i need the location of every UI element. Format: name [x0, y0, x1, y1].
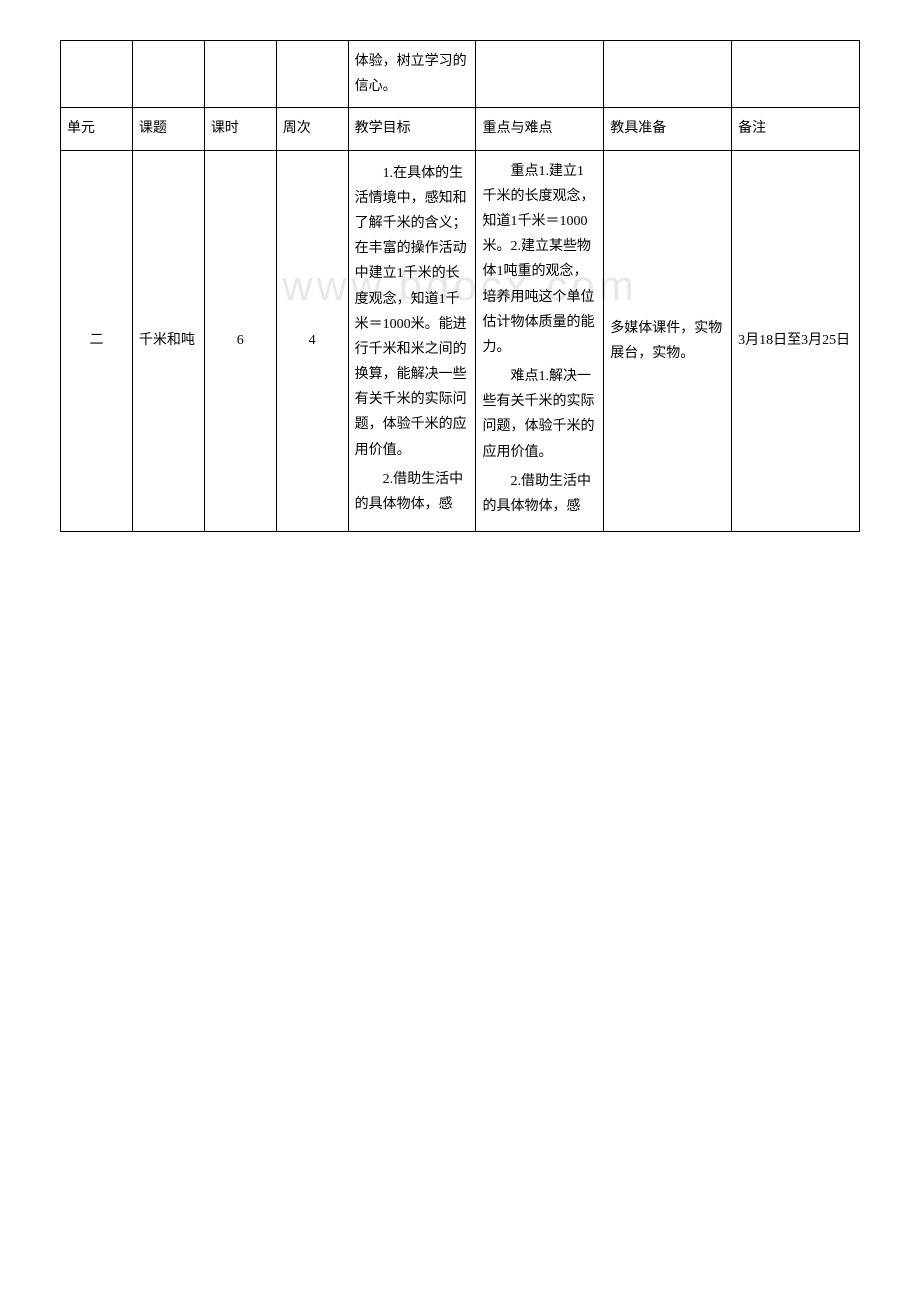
header-materials-label: 教具准备: [610, 121, 666, 136]
spillover-cell-3: [204, 41, 276, 108]
header-hours-label: 课时: [211, 121, 239, 136]
header-notes-label: 备注: [738, 121, 766, 136]
objectives-p1: 1.在具体的生活情境中，感知和了解千米的含义；在丰富的操作活动中建立1千米的长度…: [355, 161, 470, 463]
header-materials: 教具准备: [604, 108, 732, 150]
header-objectives-label: 教学目标: [355, 121, 411, 136]
header-notes: 备注: [732, 108, 860, 150]
content-objectives: 1.在具体的生活情境中，感知和了解千米的含义；在丰富的操作活动中建立1千米的长度…: [348, 150, 476, 532]
curriculum-table: 体验，树立学习的信心。 单元 课题 课时 周次 教学目标 重点与难点 教具准备 …: [60, 40, 860, 532]
spillover-cell-7: [604, 41, 732, 108]
spillover-cell-2: [132, 41, 204, 108]
content-notes-text: 3月18日至3月25日: [738, 333, 850, 348]
spillover-row: 体验，树立学习的信心。: [61, 41, 860, 108]
keypoints-p3: 2.借助生活中的具体物体，感: [482, 469, 597, 519]
header-weeks-label: 周次: [283, 121, 311, 136]
content-row: 二 千米和吨 6 4 1.在具体的生活情境中，感知和了解千米的含义；在丰富的操作…: [61, 150, 860, 532]
content-topic: 千米和吨: [132, 150, 204, 532]
header-keypoints-label: 重点与难点: [482, 121, 552, 136]
spillover-cell-4: [276, 41, 348, 108]
content-notes: 3月18日至3月25日: [732, 150, 860, 532]
content-topic-text: 千米和吨: [139, 333, 195, 348]
table-wrapper: www.bdocx.com 体验，树立学习的信心。 单元 课题: [60, 40, 860, 532]
header-topic: 课题: [132, 108, 204, 150]
header-topic-label: 课题: [139, 121, 167, 136]
header-objectives: 教学目标: [348, 108, 476, 150]
header-keypoints: 重点与难点: [476, 108, 604, 150]
header-unit: 单元: [61, 108, 133, 150]
objectives-p2: 2.借助生活中的具体物体，感: [355, 467, 470, 517]
header-unit-label: 单元: [67, 121, 95, 136]
content-materials-text: 多媒体课件，实物展台，实物。: [610, 321, 722, 361]
spillover-cell-6: [476, 41, 604, 108]
header-hours: 课时: [204, 108, 276, 150]
content-materials: 多媒体课件，实物展台，实物。: [604, 150, 732, 532]
keypoints-p2: 难点1.解决一些有关千米的实际问题，体验千米的应用价值。: [482, 364, 597, 465]
spillover-cell-5: 体验，树立学习的信心。: [348, 41, 476, 108]
content-hours: 6: [204, 150, 276, 532]
content-keypoints: 重点1.建立1千米的长度观念，知道1千米＝1000米。2.建立某些物体1吨重的观…: [476, 150, 604, 532]
keypoints-p1: 重点1.建立1千米的长度观念，知道1千米＝1000米。2.建立某些物体1吨重的观…: [482, 159, 597, 361]
content-unit: 二: [61, 150, 133, 532]
header-weeks: 周次: [276, 108, 348, 150]
spillover-cell-8: [732, 41, 860, 108]
spillover-cell-1: [61, 41, 133, 108]
content-weeks: 4: [276, 150, 348, 532]
header-row: 单元 课题 课时 周次 教学目标 重点与难点 教具准备 备注: [61, 108, 860, 150]
